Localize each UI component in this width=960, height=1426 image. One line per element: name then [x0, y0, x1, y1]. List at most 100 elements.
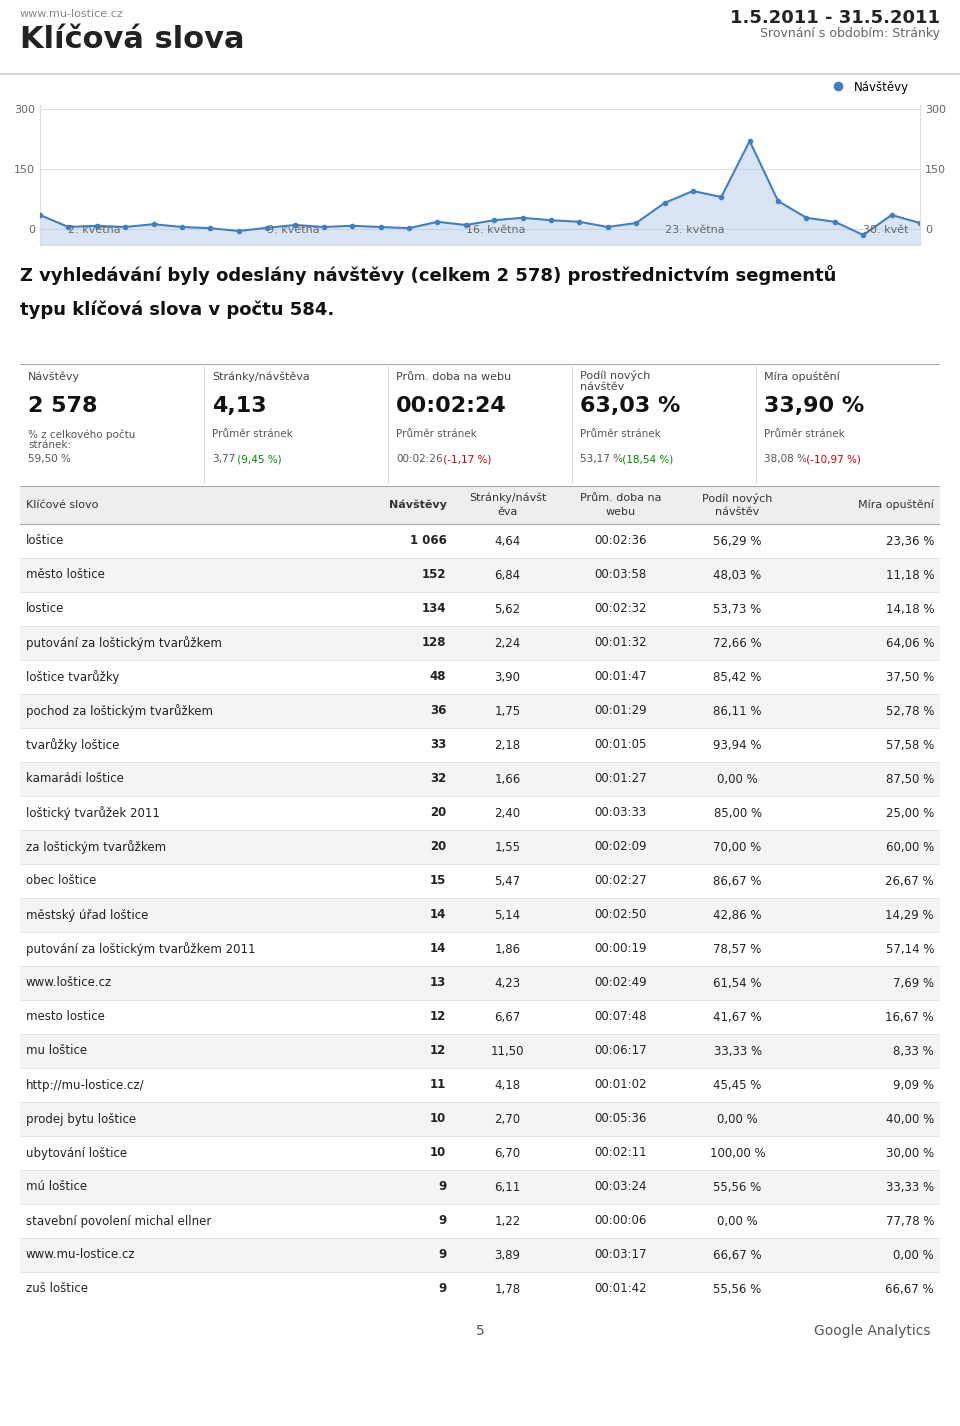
Text: 7,69 %: 7,69 % [893, 977, 934, 990]
Bar [20, 1137, 940, 1169]
Bar [20, 1068, 940, 1102]
Text: 9: 9 [438, 1215, 446, 1228]
Text: Prům. doba na: Prům. doba na [580, 493, 661, 503]
Text: obec loštice: obec loštice [26, 874, 96, 887]
Bar [20, 486, 940, 523]
Text: 2,24: 2,24 [494, 636, 520, 649]
Text: Průměr stránek: Průměr stránek [580, 429, 660, 439]
Text: 00:02:50: 00:02:50 [594, 908, 646, 921]
Text: 152: 152 [421, 569, 446, 582]
Text: Míra opuštění: Míra opuštění [764, 372, 840, 382]
Text: putování za loštickým tvarůžkem: putování za loštickým tvarůžkem [26, 636, 222, 650]
Text: 77,78 %: 77,78 % [885, 1215, 934, 1228]
Text: 14,29 %: 14,29 % [885, 908, 934, 921]
Text: město loštice: město loštice [26, 569, 105, 582]
Text: (-1,17 %): (-1,17 %) [440, 453, 492, 463]
Text: 00:01:27: 00:01:27 [594, 773, 647, 786]
Text: 41,67 %: 41,67 % [713, 1011, 762, 1024]
Text: Míra opuštění: Míra opuštění [858, 499, 934, 511]
Text: www.mu-lostice.cz: www.mu-lostice.cz [20, 9, 124, 19]
Text: ěva: ěva [497, 508, 517, 518]
Text: 14: 14 [430, 943, 446, 955]
Text: 3,77: 3,77 [212, 453, 235, 463]
Text: 42,86 %: 42,86 % [713, 908, 762, 921]
Text: 10: 10 [430, 1112, 446, 1125]
Text: 00:00:06: 00:00:06 [594, 1215, 646, 1228]
Text: mú loštice: mú loštice [26, 1181, 87, 1194]
Text: 87,50 %: 87,50 % [886, 773, 934, 786]
Text: webu: webu [605, 508, 636, 518]
Text: 00:02:09: 00:02:09 [594, 840, 646, 854]
Text: Průměr stránek: Průměr stránek [396, 429, 477, 439]
Bar [20, 933, 940, 965]
Text: stavební povolení michal ellner: stavební povolení michal ellner [26, 1215, 211, 1228]
Text: loštice tvarůžky: loštice tvarůžky [26, 670, 119, 684]
Text: 00:01:29: 00:01:29 [594, 704, 647, 717]
Text: Podíl nových: Podíl nových [580, 369, 650, 381]
Text: 2,70: 2,70 [494, 1112, 520, 1125]
Text: 4,64: 4,64 [494, 535, 520, 548]
Text: 5,14: 5,14 [494, 908, 520, 921]
Bar [20, 1169, 940, 1204]
Text: 1,86: 1,86 [494, 943, 520, 955]
Text: 00:02:49: 00:02:49 [594, 977, 647, 990]
Text: 1,22: 1,22 [494, 1215, 520, 1228]
Text: Podíl nových: Podíl nových [703, 492, 773, 503]
Text: 4,13: 4,13 [212, 396, 267, 416]
Text: za loštickým tvarůžkem: za loštickým tvarůžkem [26, 840, 166, 854]
Text: 66,67 %: 66,67 % [713, 1249, 762, 1262]
Text: www.loštice.cz: www.loštice.cz [26, 977, 112, 990]
Text: 33: 33 [430, 739, 446, 752]
Text: 2 578: 2 578 [28, 396, 98, 416]
Text: 128: 128 [421, 636, 446, 649]
Text: 00:03:33: 00:03:33 [594, 807, 646, 820]
Text: 10: 10 [430, 1147, 446, 1159]
Text: typu klíčová slova v počtu 584.: typu klíčová slova v počtu 584. [20, 301, 334, 319]
Text: 59,50 %: 59,50 % [28, 453, 71, 463]
Text: 00:01:32: 00:01:32 [594, 636, 646, 649]
Text: 86,67 %: 86,67 % [713, 874, 762, 887]
Text: 00:02:11: 00:02:11 [594, 1147, 647, 1159]
Text: 78,57 %: 78,57 % [713, 943, 762, 955]
Bar [20, 898, 940, 933]
Text: putování za loštickým tvarůžkem 2011: putování za loštickým tvarůžkem 2011 [26, 943, 255, 955]
Text: Z vyhledávání byly odeslány návštěvy (celkem 2 578) prostřednictvím segmentů: Z vyhledávání byly odeslány návštěvy (ce… [20, 265, 836, 285]
Text: 16. května: 16. května [466, 225, 525, 235]
Text: 23. května: 23. května [664, 225, 724, 235]
Text: 5: 5 [475, 1323, 485, 1338]
Bar [20, 660, 940, 694]
Text: 1 066: 1 066 [410, 535, 446, 548]
Bar [20, 796, 940, 830]
Text: 45,45 %: 45,45 % [713, 1078, 762, 1091]
Text: 00:05:36: 00:05:36 [594, 1112, 646, 1125]
Text: (-10,97 %): (-10,97 %) [803, 453, 860, 463]
Text: Stránky/návšt: Stránky/návšt [468, 493, 546, 503]
Text: 6,11: 6,11 [494, 1181, 520, 1194]
Text: Stránky/návštěva: Stránky/návštěva [212, 372, 310, 382]
Text: 53,17 %: 53,17 % [580, 453, 623, 463]
Text: stránek:: stránek: [28, 441, 71, 451]
Text: Návštěvy: Návštěvy [28, 372, 80, 382]
Bar [20, 965, 940, 1000]
Text: 60,00 %: 60,00 % [886, 840, 934, 854]
Bar [20, 864, 940, 898]
Text: 25,00 %: 25,00 % [886, 807, 934, 820]
Text: Průměr stránek: Průměr stránek [212, 429, 293, 439]
Text: mesto lostice: mesto lostice [26, 1011, 105, 1024]
Text: 3,90: 3,90 [494, 670, 520, 683]
Text: kamarádi loštice: kamarádi loštice [26, 773, 124, 786]
Text: 0,00 %: 0,00 % [893, 1249, 934, 1262]
Text: 00:01:47: 00:01:47 [594, 670, 647, 683]
Text: 1,66: 1,66 [494, 773, 520, 786]
Text: 00:03:58: 00:03:58 [594, 569, 646, 582]
Text: ubytování loštice: ubytování loštice [26, 1147, 127, 1159]
Text: 9: 9 [438, 1181, 446, 1194]
Text: 70,00 %: 70,00 % [713, 840, 761, 854]
Text: 30. květ: 30. květ [863, 225, 909, 235]
Text: prodej bytu loštice: prodej bytu loštice [26, 1112, 136, 1125]
Text: 2,18: 2,18 [494, 739, 520, 752]
Text: 61,54 %: 61,54 % [713, 977, 762, 990]
Text: 00:02:26: 00:02:26 [396, 453, 443, 463]
Legend: Návštěvy: Návštěvy [821, 76, 914, 98]
Text: městský úřad loštice: městský úřad loštice [26, 908, 149, 921]
